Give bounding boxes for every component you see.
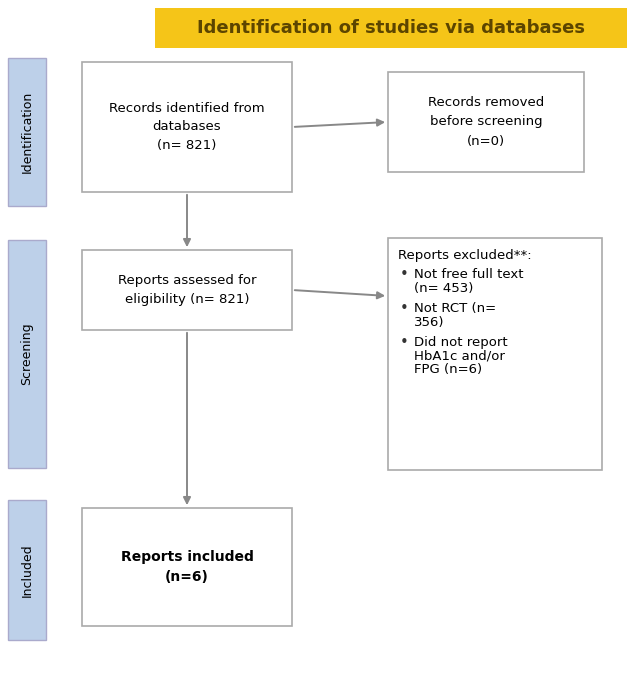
Text: Not free full text: Not free full text <box>414 268 524 281</box>
FancyBboxPatch shape <box>8 500 46 640</box>
Text: Screening: Screening <box>20 323 33 385</box>
Text: Reports included
(n=6): Reports included (n=6) <box>120 550 253 585</box>
FancyBboxPatch shape <box>155 8 627 48</box>
Text: Not RCT (n=: Not RCT (n= <box>414 302 496 315</box>
FancyBboxPatch shape <box>8 58 46 206</box>
Text: 356): 356) <box>414 316 445 329</box>
Text: Included: Included <box>20 543 33 597</box>
FancyBboxPatch shape <box>82 508 292 626</box>
Text: Records identified from
databases
(n= 821): Records identified from databases (n= 82… <box>109 101 265 153</box>
Text: FPG (n=6): FPG (n=6) <box>414 363 482 376</box>
FancyBboxPatch shape <box>388 238 602 470</box>
Text: Reports excluded**:: Reports excluded**: <box>398 249 532 263</box>
Text: •: • <box>400 301 409 316</box>
Text: Identification: Identification <box>20 91 33 173</box>
Text: Identification of studies via databases: Identification of studies via databases <box>197 19 585 37</box>
Text: •: • <box>400 335 409 350</box>
FancyBboxPatch shape <box>82 62 292 192</box>
Text: HbA1c and/or: HbA1c and/or <box>414 350 505 363</box>
Text: Did not report: Did not report <box>414 336 508 349</box>
FancyBboxPatch shape <box>388 72 584 172</box>
FancyBboxPatch shape <box>82 250 292 330</box>
Text: Records removed
before screening
(n=0): Records removed before screening (n=0) <box>428 96 544 147</box>
FancyBboxPatch shape <box>8 240 46 468</box>
Text: Reports assessed for
eligibility (n= 821): Reports assessed for eligibility (n= 821… <box>118 274 256 306</box>
Text: •: • <box>400 268 409 282</box>
Text: (n= 453): (n= 453) <box>414 282 474 295</box>
